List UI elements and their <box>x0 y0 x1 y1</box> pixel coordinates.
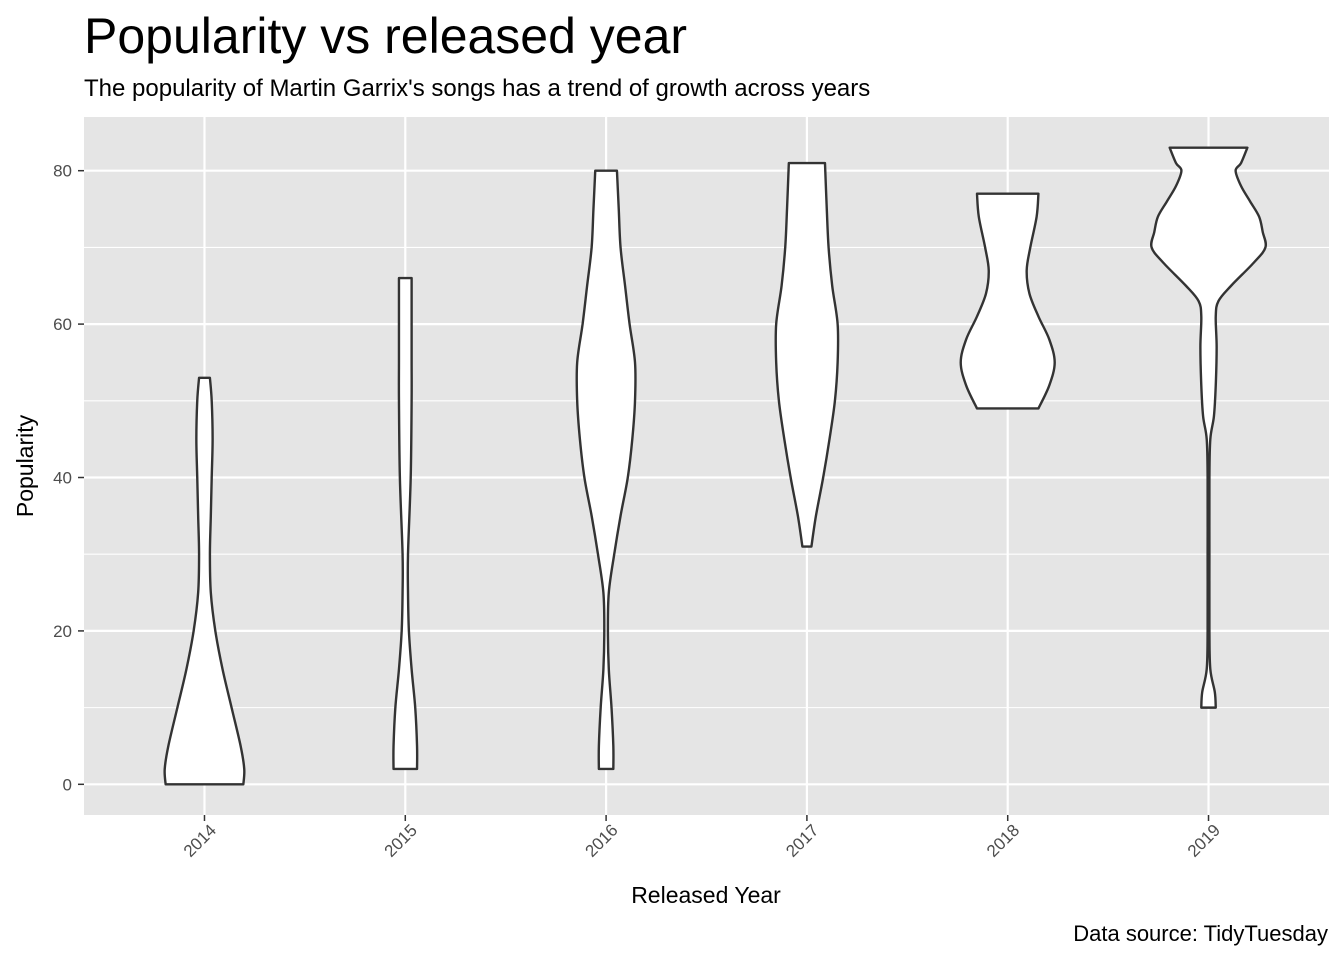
violin-2019 <box>1150 146 1268 709</box>
y-tick-label: 20 <box>53 622 72 641</box>
x-tick-label: 2017 <box>782 821 822 861</box>
y-tick-label: 80 <box>53 162 72 181</box>
violin-2016 <box>575 169 637 771</box>
violin-2015 <box>392 276 419 771</box>
x-tick-label: 2018 <box>983 821 1023 861</box>
x-tick-label: 2015 <box>381 821 421 861</box>
violin-2017 <box>774 161 840 548</box>
chart-title: Popularity vs released year <box>84 8 688 64</box>
plot-panel <box>84 117 1329 815</box>
violin-2018 <box>959 192 1056 410</box>
chart-subtitle: The popularity of Martin Garrix's songs … <box>84 75 871 102</box>
x-tick-label: 2019 <box>1184 821 1224 861</box>
y-tick-label: 0 <box>63 775 72 794</box>
chart-caption: Data source: TidyTuesday <box>1073 921 1328 946</box>
violins <box>163 146 1268 786</box>
y-tick-label: 40 <box>53 469 72 488</box>
violin-2014 <box>163 376 246 786</box>
x-axis-title: Released Year <box>631 882 781 908</box>
minor-gridlines <box>84 246 1329 709</box>
x-tick-label: 2016 <box>581 821 621 861</box>
x-tick-label: 2014 <box>180 821 220 861</box>
y-axis-title: Popularity <box>12 414 38 517</box>
y-tick-label: 60 <box>53 315 72 334</box>
